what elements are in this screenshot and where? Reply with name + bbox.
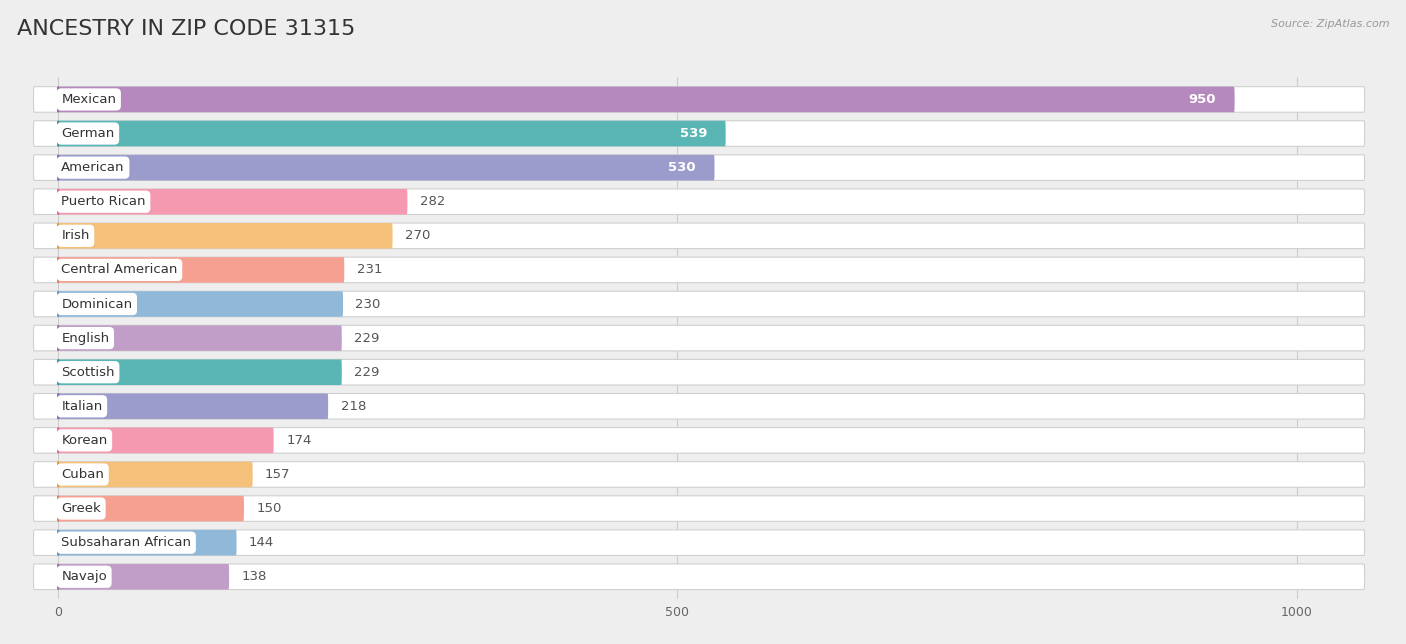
Text: 229: 229 xyxy=(354,332,380,345)
FancyBboxPatch shape xyxy=(58,530,236,555)
FancyBboxPatch shape xyxy=(58,325,342,351)
Text: 282: 282 xyxy=(420,195,446,208)
Text: German: German xyxy=(62,127,114,140)
FancyBboxPatch shape xyxy=(34,359,1365,385)
Text: English: English xyxy=(62,332,110,345)
Text: 230: 230 xyxy=(356,298,381,310)
FancyBboxPatch shape xyxy=(34,564,1365,589)
Text: Korean: Korean xyxy=(62,434,107,447)
Text: 218: 218 xyxy=(340,400,366,413)
Text: 157: 157 xyxy=(266,468,291,481)
FancyBboxPatch shape xyxy=(58,496,245,522)
Text: 138: 138 xyxy=(242,570,267,583)
FancyBboxPatch shape xyxy=(58,393,328,419)
FancyBboxPatch shape xyxy=(34,223,1365,249)
FancyBboxPatch shape xyxy=(58,155,714,180)
Text: Cuban: Cuban xyxy=(62,468,104,481)
Text: 150: 150 xyxy=(256,502,281,515)
FancyBboxPatch shape xyxy=(58,223,392,249)
FancyBboxPatch shape xyxy=(34,87,1365,112)
Text: Central American: Central American xyxy=(62,263,177,276)
FancyBboxPatch shape xyxy=(58,359,342,385)
Text: Puerto Rican: Puerto Rican xyxy=(62,195,146,208)
Text: Italian: Italian xyxy=(62,400,103,413)
FancyBboxPatch shape xyxy=(34,155,1365,180)
FancyBboxPatch shape xyxy=(58,257,344,283)
Text: 229: 229 xyxy=(354,366,380,379)
Text: 174: 174 xyxy=(285,434,312,447)
Text: 539: 539 xyxy=(679,127,707,140)
FancyBboxPatch shape xyxy=(34,257,1365,283)
FancyBboxPatch shape xyxy=(34,428,1365,453)
Text: Dominican: Dominican xyxy=(62,298,132,310)
Text: ANCESTRY IN ZIP CODE 31315: ANCESTRY IN ZIP CODE 31315 xyxy=(17,19,356,39)
Text: 144: 144 xyxy=(249,536,274,549)
Text: 950: 950 xyxy=(1188,93,1216,106)
Text: Mexican: Mexican xyxy=(62,93,117,106)
FancyBboxPatch shape xyxy=(58,120,725,146)
FancyBboxPatch shape xyxy=(58,564,229,589)
Text: 231: 231 xyxy=(357,263,382,276)
Text: Scottish: Scottish xyxy=(62,366,115,379)
Text: Source: ZipAtlas.com: Source: ZipAtlas.com xyxy=(1271,19,1389,30)
Text: Greek: Greek xyxy=(62,502,101,515)
Text: American: American xyxy=(62,161,125,174)
FancyBboxPatch shape xyxy=(58,87,1234,112)
Text: Subsaharan African: Subsaharan African xyxy=(62,536,191,549)
Text: Navajo: Navajo xyxy=(62,570,107,583)
FancyBboxPatch shape xyxy=(34,393,1365,419)
FancyBboxPatch shape xyxy=(58,462,253,488)
FancyBboxPatch shape xyxy=(34,462,1365,488)
FancyBboxPatch shape xyxy=(34,291,1365,317)
FancyBboxPatch shape xyxy=(34,189,1365,214)
FancyBboxPatch shape xyxy=(58,189,408,214)
FancyBboxPatch shape xyxy=(34,530,1365,555)
Text: 530: 530 xyxy=(668,161,696,174)
Text: Irish: Irish xyxy=(62,229,90,242)
FancyBboxPatch shape xyxy=(58,291,343,317)
FancyBboxPatch shape xyxy=(34,120,1365,146)
FancyBboxPatch shape xyxy=(34,325,1365,351)
Text: 270: 270 xyxy=(405,229,430,242)
FancyBboxPatch shape xyxy=(34,496,1365,522)
FancyBboxPatch shape xyxy=(58,428,274,453)
